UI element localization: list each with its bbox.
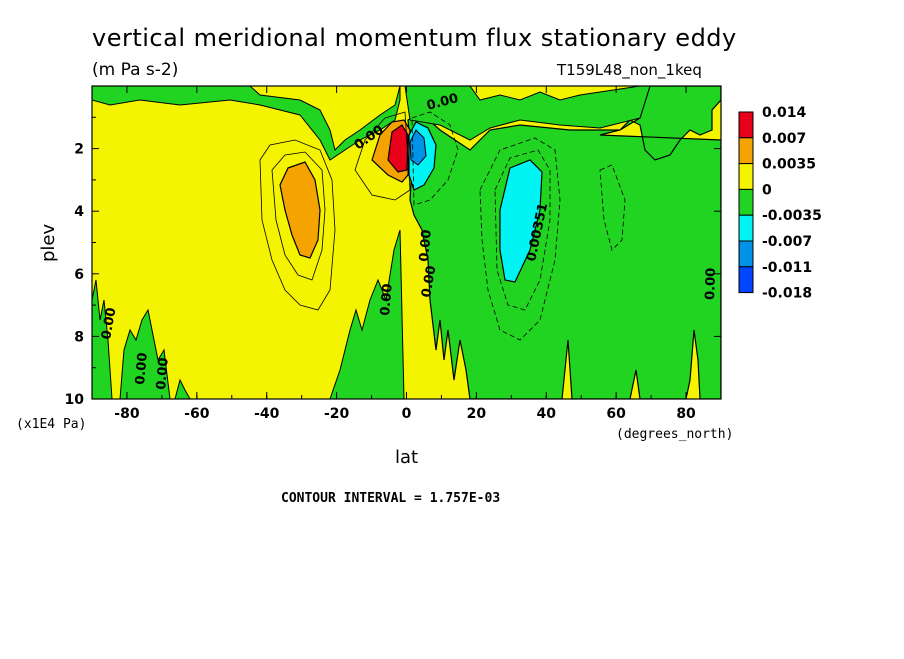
legend-swatch xyxy=(738,188,754,216)
legend-label: 0.014 xyxy=(762,105,807,121)
y-tick-label: 4 xyxy=(74,204,84,220)
x-axis: -80 -60 -40 -20 0 20 40 60 80 xyxy=(91,86,722,422)
contour-label: 0.00 xyxy=(419,264,439,298)
x-units-label: (degrees_north) xyxy=(616,427,733,442)
contour-label: 0.00 xyxy=(154,357,172,390)
legend-label: -0.011 xyxy=(762,260,812,276)
contour-line-nh-dashed-outer xyxy=(479,137,561,341)
field-negative-sh-top xyxy=(92,86,401,161)
chart-title: vertical meridional momentum flux statio… xyxy=(92,24,737,52)
x-tick-label: 80 xyxy=(676,406,696,422)
x-axis-title: lat xyxy=(395,447,418,468)
x-tick-label: 0 xyxy=(402,406,412,422)
chart-units: (m Pa s-2) xyxy=(92,60,178,80)
contour-label: 0.00 xyxy=(417,229,435,262)
x-tick-label: 60 xyxy=(606,406,626,422)
legend-swatch xyxy=(738,163,754,190)
field-negative-sh-polar xyxy=(92,279,191,399)
contour-line-eq-dashed xyxy=(411,111,459,206)
contour-label: 0.00 xyxy=(703,268,719,301)
y-axis: 2 4 6 8 10 xyxy=(65,116,721,408)
legend-label: -0.0035 xyxy=(762,208,822,224)
y-tick-label: 6 xyxy=(74,267,84,283)
legend-label: 0.007 xyxy=(762,131,806,147)
y-tick-label: 2 xyxy=(74,142,84,158)
contour-line-eq-outer xyxy=(354,111,411,201)
y-tick-label: 8 xyxy=(74,329,84,345)
field-negative-top xyxy=(404,86,651,141)
contour-label: 0.00 xyxy=(378,283,396,316)
x-tick-label: -20 xyxy=(324,406,350,422)
x-tick-label: 20 xyxy=(467,406,487,422)
field-negative-moderate-nh xyxy=(499,159,543,283)
field-negative-nh xyxy=(407,86,721,399)
contour-line-nh-dashed-far xyxy=(599,164,626,251)
color-legend: 0.014 0.007 0.0035 0 -0.0035 -0.007 -0.011 -0.0… xyxy=(738,105,822,302)
plot-area: 0.00 0.00 0.00 0.00 0.00 0.00 0.00 0.003… xyxy=(92,86,721,399)
y-axis-title: plev xyxy=(38,223,59,262)
contour-interval-text: CONTOUR INTERVAL = 1.757E-03 xyxy=(281,491,500,506)
legend-label: -0.007 xyxy=(762,234,812,250)
contour-label: 0.00 xyxy=(133,352,151,385)
legend-label: 0 xyxy=(762,182,772,198)
legend-swatch xyxy=(738,214,754,242)
legend-label: 0.0035 xyxy=(762,157,816,173)
x-tick-label: 40 xyxy=(537,406,557,422)
field-negative-sh-mid xyxy=(329,229,405,399)
legend-swatch xyxy=(738,266,754,294)
legend-label: -0.018 xyxy=(762,286,812,302)
contour-line-sh-inner xyxy=(271,151,326,281)
x-tick-label: -80 xyxy=(114,406,140,422)
contour-line-nh-dashed-inner xyxy=(494,149,551,311)
field-positive-strong xyxy=(387,124,409,173)
x-tick-label: -40 xyxy=(254,406,280,422)
field-negative-strong-eq xyxy=(409,129,427,166)
y-tick-label: 10 xyxy=(65,392,85,408)
legend-swatch xyxy=(738,111,754,139)
y-units-label: (x1E4 Pa) xyxy=(16,417,86,432)
contour-line-sh-outer xyxy=(259,139,336,311)
legend-swatch xyxy=(738,137,754,165)
x-tick-label: -60 xyxy=(184,406,210,422)
legend-swatch xyxy=(738,240,754,268)
contour-label: 0.00 xyxy=(99,306,119,340)
field-positive-moderate-sh xyxy=(279,161,321,259)
run-label: T159L48_non_1keq xyxy=(556,61,702,80)
